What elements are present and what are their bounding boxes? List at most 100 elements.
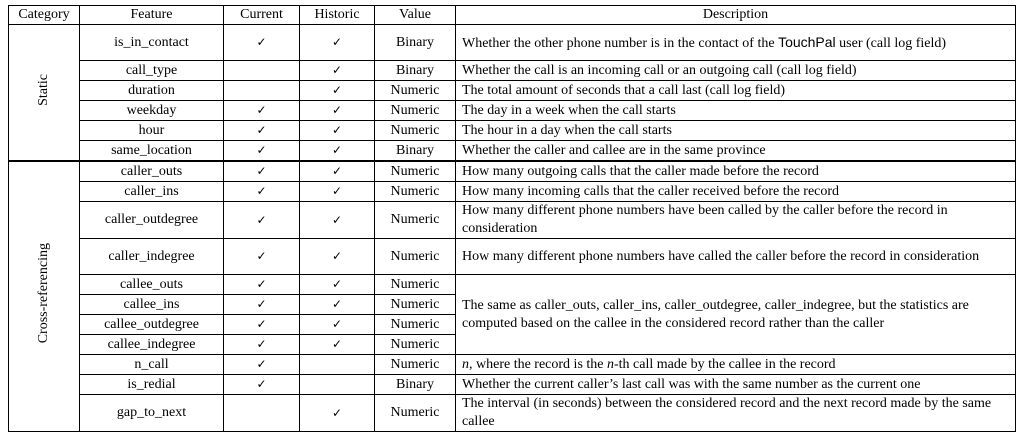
description-cell: The day in a week when the call starts bbox=[455, 100, 1016, 121]
current-cell: ✓ bbox=[223, 100, 300, 121]
check-icon: ✓ bbox=[256, 357, 267, 371]
description-text: , where the record is the bbox=[469, 356, 607, 372]
historic-cell bbox=[299, 354, 375, 375]
header-description: Description bbox=[455, 5, 1016, 25]
table-row: call_type ✓ Binary Whether the call is a… bbox=[9, 60, 1016, 81]
historic-cell: ✓ bbox=[299, 120, 375, 141]
check-icon: ✓ bbox=[256, 212, 267, 227]
check-icon: ✓ bbox=[331, 143, 343, 157]
value-cell: Binary bbox=[374, 60, 456, 81]
table-row: gap_to_next ✓ Numeric The interval (in s… bbox=[9, 394, 1016, 432]
description-cell: How many outgoing calls that the caller … bbox=[455, 160, 1016, 182]
value-cell: Numeric bbox=[374, 334, 456, 355]
check-icon: ✓ bbox=[331, 35, 343, 49]
current-cell: ✓ bbox=[223, 354, 300, 375]
check-icon: ✓ bbox=[331, 337, 343, 351]
value-cell: Binary bbox=[374, 374, 456, 395]
description-cell: n, where the record is the n-th call mad… bbox=[455, 354, 1016, 375]
value-cell: Numeric bbox=[374, 294, 456, 315]
value-cell: Numeric bbox=[374, 160, 456, 182]
check-icon: ✓ bbox=[331, 184, 343, 198]
value-cell: Numeric bbox=[374, 181, 456, 202]
feature-cell: callee_outs bbox=[79, 274, 224, 295]
current-cell: ✓ bbox=[223, 314, 300, 335]
feature-cell: callee_outdegree bbox=[79, 314, 224, 335]
feature-cell: is_in_contact bbox=[79, 24, 224, 61]
table-row: callee_outs ✓ ✓ Numeric The same as call… bbox=[9, 274, 1016, 355]
check-icon: ✓ bbox=[256, 377, 267, 391]
current-cell: ✓ bbox=[223, 374, 300, 395]
table-row: callee_outdegree ✓ ✓ Numeric bbox=[9, 314, 1016, 335]
current-cell: ✓ bbox=[223, 181, 300, 202]
feature-cell: caller_outdegree bbox=[79, 201, 224, 239]
check-icon: ✓ bbox=[331, 249, 343, 263]
check-icon: ✓ bbox=[331, 277, 343, 291]
header-category: Category bbox=[8, 5, 80, 25]
table-row: caller_ins ✓ ✓ Numeric How many incoming… bbox=[9, 181, 1016, 202]
value-cell: Binary bbox=[374, 24, 456, 61]
current-cell: ✓ bbox=[223, 334, 300, 355]
historic-cell: ✓ bbox=[299, 334, 375, 355]
header-value: Value bbox=[374, 5, 456, 25]
historic-cell: ✓ bbox=[299, 314, 375, 335]
historic-cell: ✓ bbox=[299, 294, 375, 315]
check-icon: ✓ bbox=[331, 83, 343, 97]
table-row: Static is_in_contact ✓ ✓ Binary Whether … bbox=[8, 24, 1016, 162]
value-cell: Numeric bbox=[374, 354, 456, 375]
category-static: Static bbox=[8, 24, 80, 162]
category-label: Cross-referencing bbox=[36, 243, 51, 344]
historic-cell bbox=[299, 374, 375, 395]
historic-cell: ✓ bbox=[299, 24, 375, 61]
cross-referencing-group: Cross-referencing caller_outs ✓ ✓ Numeri… bbox=[8, 160, 1016, 432]
historic-cell: ✓ bbox=[299, 274, 375, 295]
description-text: -th call made by the callee in the recor… bbox=[614, 356, 836, 372]
header-feature: Feature bbox=[79, 5, 224, 25]
table-row: is_redial ✓ Binary Whether the current c… bbox=[9, 374, 1016, 395]
table-row: caller_indegree ✓ ✓ Numeric How many dif… bbox=[9, 238, 1016, 275]
historic-cell: ✓ bbox=[299, 100, 375, 121]
category-cross-referencing: Cross-referencing bbox=[8, 160, 80, 432]
feature-cell: caller_ins bbox=[79, 181, 224, 202]
value-cell: Numeric bbox=[374, 120, 456, 141]
historic-cell: ✓ bbox=[299, 140, 375, 162]
static-group: Static is_in_contact ✓ ✓ Binary Whether … bbox=[8, 24, 1016, 162]
table-row: Cross-referencing caller_outs ✓ ✓ Numeri… bbox=[8, 160, 1016, 432]
check-icon: ✓ bbox=[256, 184, 267, 198]
check-icon: ✓ bbox=[331, 317, 343, 331]
check-icon: ✓ bbox=[256, 35, 267, 49]
feature-cell: caller_indegree bbox=[79, 238, 224, 275]
value-cell: Numeric bbox=[374, 100, 456, 121]
current-cell: ✓ bbox=[223, 24, 300, 61]
description-cell: Whether the call is an incoming call or … bbox=[455, 60, 1016, 81]
description-cell: The total amount of seconds that a call … bbox=[455, 80, 1016, 101]
description-cell: How many different phone numbers have ca… bbox=[455, 238, 1016, 275]
description-cell: How many incoming calls that the caller … bbox=[455, 181, 1016, 202]
check-icon: ✓ bbox=[331, 212, 343, 227]
math-variable: n bbox=[462, 356, 469, 372]
check-icon: ✓ bbox=[331, 103, 343, 117]
check-icon: ✓ bbox=[256, 317, 267, 331]
math-variable: n bbox=[607, 356, 614, 372]
description-cell: The hour in a day when the call starts bbox=[455, 120, 1016, 141]
historic-cell: ✓ bbox=[299, 394, 375, 432]
description-text: user (call log field) bbox=[835, 35, 947, 51]
value-cell: Numeric bbox=[374, 314, 456, 335]
historic-cell: ✓ bbox=[299, 181, 375, 202]
value-cell: Binary bbox=[374, 140, 456, 162]
check-icon: ✓ bbox=[256, 164, 267, 178]
check-icon: ✓ bbox=[256, 103, 267, 117]
value-cell: Numeric bbox=[374, 238, 456, 275]
description-text: Whether the other phone number is in the… bbox=[462, 35, 779, 51]
current-cell bbox=[223, 80, 300, 101]
feature-cell: duration bbox=[79, 80, 224, 101]
description-cell: How many different phone numbers have be… bbox=[455, 201, 1016, 239]
merged-description-cell: The same as caller_outs, caller_ins, cal… bbox=[455, 274, 1016, 355]
current-cell: ✓ bbox=[223, 120, 300, 141]
current-cell: ✓ bbox=[223, 294, 300, 315]
check-icon: ✓ bbox=[256, 249, 267, 263]
historic-cell: ✓ bbox=[299, 60, 375, 81]
feature-cell: call_type bbox=[79, 60, 224, 81]
check-icon: ✓ bbox=[256, 277, 267, 291]
feature-table: Category Feature Current Historic Value … bbox=[8, 5, 1016, 432]
header-current: Current bbox=[223, 5, 300, 25]
